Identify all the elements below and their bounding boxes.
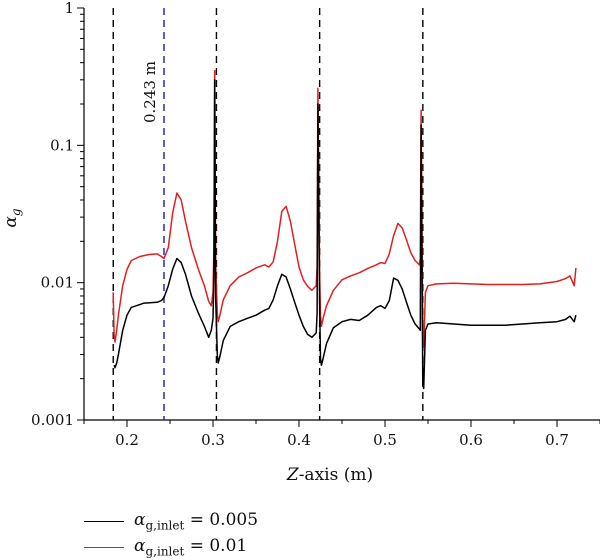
legend-item: αg,inlet = 0.005 bbox=[84, 508, 384, 534]
series-lines bbox=[112, 69, 577, 390]
legend: αg,inlet = 0.005 αg,inlet = 0.01 bbox=[84, 508, 384, 560]
y-tick-label: 0.01 bbox=[41, 274, 74, 292]
vertical-reference-lines bbox=[112, 8, 424, 420]
x-tick-label: 0.4 bbox=[287, 431, 311, 449]
y-tick-label: 1 bbox=[64, 0, 74, 17]
y-tick-label: 0.001 bbox=[31, 411, 74, 429]
x-axis-label: Z-axis (m) bbox=[286, 465, 373, 485]
legend-label-1: αg,inlet = 0.01 bbox=[134, 535, 248, 559]
annotations: 0.243 m bbox=[141, 61, 159, 123]
x-tick-label: 0.7 bbox=[545, 431, 569, 449]
legend-swatch-1 bbox=[84, 546, 124, 548]
legend-label-0: αg,inlet = 0.005 bbox=[134, 509, 259, 533]
series-line-0 bbox=[113, 79, 577, 390]
series-line-1 bbox=[112, 69, 577, 348]
legend-item: αg,inlet = 0.01 bbox=[84, 534, 384, 560]
x-tick-label: 0.6 bbox=[459, 431, 483, 449]
vertical-line-label: 0.243 m bbox=[141, 61, 159, 123]
axis-ticks: 0.2 0.3 0.4 0.5 0.6 0.7 0.001 0.01 0.1 1 bbox=[31, 0, 600, 449]
x-tick-label: 0.5 bbox=[373, 431, 397, 449]
x-tick-label: 0.3 bbox=[201, 431, 225, 449]
y-tick-label: 0.1 bbox=[50, 136, 74, 154]
plot-frame bbox=[83, 8, 600, 421]
y-axis-label: αg bbox=[1, 208, 23, 227]
x-tick-label: 0.2 bbox=[115, 431, 139, 449]
legend-swatch-0 bbox=[84, 520, 124, 522]
